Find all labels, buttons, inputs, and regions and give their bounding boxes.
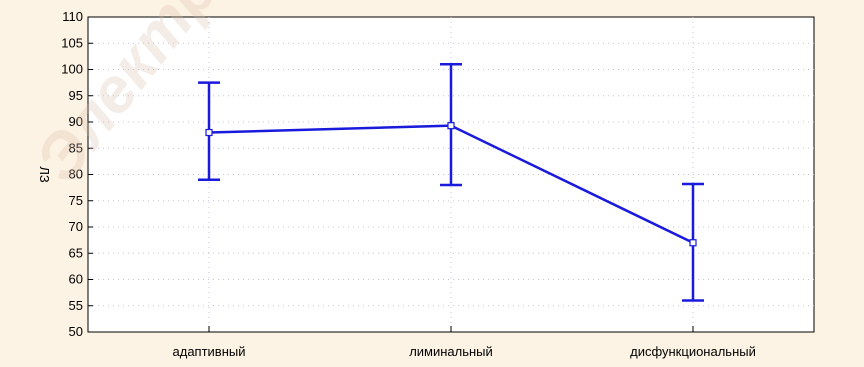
x-tick-label: лиминальный <box>409 344 493 359</box>
y-tick-label: 105 <box>61 35 83 50</box>
y-tick-label: 100 <box>61 62 83 77</box>
y-tick-label: 50 <box>69 324 83 339</box>
y-tick-label: 85 <box>69 140 83 155</box>
y-tick-label: 90 <box>69 114 83 129</box>
y-tick-label: 65 <box>69 245 83 260</box>
y-tick-label: 110 <box>62 9 83 24</box>
data-point <box>205 128 213 137</box>
y-axis-label: ЛЗ <box>37 166 52 183</box>
y-tick-label: 70 <box>69 219 83 234</box>
y-tick-label: 55 <box>69 298 83 313</box>
y-tick-label: 80 <box>69 167 83 182</box>
y-axis: 50 55 60 65 70 75 80 85 90 95 100 105 110 <box>61 9 93 339</box>
x-axis: адаптивный лиминальный дисфункциональный <box>173 326 756 359</box>
series <box>198 63 704 302</box>
data-point <box>447 122 455 130</box>
data-point <box>689 239 697 247</box>
y-tick-label: 95 <box>69 88 83 103</box>
x-tick-label: адаптивный <box>173 344 246 359</box>
x-tick-label: дисфункциональный <box>630 344 756 359</box>
y-tick-label: 60 <box>69 272 83 287</box>
y-tick-label: 75 <box>69 193 83 208</box>
